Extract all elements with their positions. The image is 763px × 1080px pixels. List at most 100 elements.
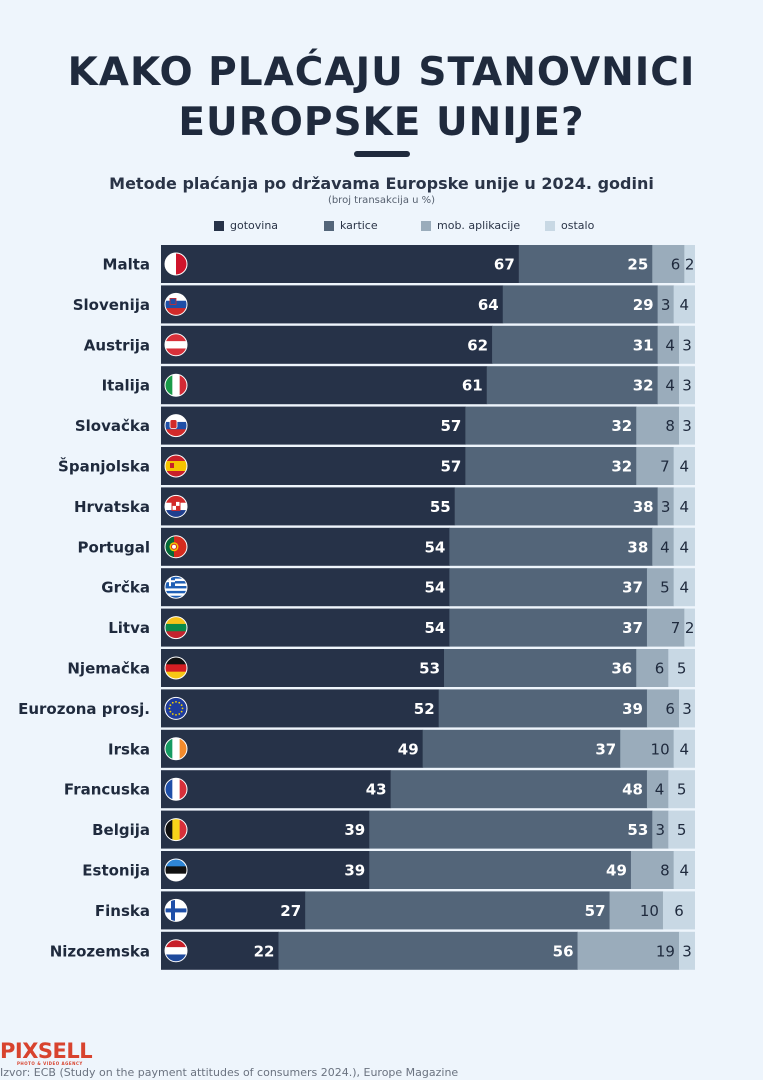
bar-segment-ostalo (673, 527, 695, 566)
legend-item-mob-aplikacije: mob. aplikacije (421, 219, 520, 232)
estonia-flag-icon-ring (164, 858, 188, 882)
bar-row-italija: Italija 61 32 4 3 (102, 366, 695, 405)
country-label: Španjolska (58, 457, 150, 476)
title-line-1: KAKO PLAĆAJU STANOVNICI (67, 50, 696, 95)
country-label: Finska (95, 902, 150, 920)
country-label: Austrija (84, 336, 150, 354)
bar-segment-mob-aplikacije (609, 891, 664, 930)
greece-flag-icon (165, 576, 187, 599)
legend-item-ostalo: ostalo (545, 219, 594, 232)
bar-row-malta: Malta 67 25 6 2 (103, 245, 695, 283)
data-label-kartice: 38 (627, 538, 648, 556)
bar-row-spanjolska: Španjolska 57 32 7 4 (58, 447, 695, 485)
bar-segment-gotovina (161, 527, 450, 566)
data-label-ostalo: 2 (685, 619, 695, 637)
data-label-ostalo: 5 (677, 660, 687, 678)
country-label: Malta (103, 256, 150, 274)
legend-swatch-mob-aplikacije (421, 220, 431, 231)
eu-flag-icon-ring (164, 696, 188, 720)
bar-segment-kartice (369, 851, 632, 889)
bar-segment-gotovina (161, 770, 392, 809)
data-label-gotovina: 49 (398, 740, 419, 758)
bar-segment-kartice (449, 608, 648, 647)
data-label-gotovina: 52 (414, 700, 435, 718)
bar-segment-gotovina (161, 487, 456, 526)
data-label-ostalo: 4 (680, 498, 690, 516)
country-label: Irska (108, 740, 150, 758)
pixsell-logo-tagline: PHOTO & VIDEO AGENCY (17, 1061, 83, 1066)
data-label-mob-aplikacije: 10 (651, 740, 670, 758)
bar-segment-kartice (444, 649, 637, 687)
title-divider (354, 151, 410, 157)
data-label-ostalo: 3 (682, 700, 692, 718)
data-label-mob-aplikacije: 4 (665, 377, 675, 395)
ireland-flag-icon-ring (164, 737, 188, 761)
bar-segment-gotovina (161, 649, 445, 687)
bar-segment-kartice (518, 245, 653, 283)
data-label-gotovina: 54 (424, 579, 445, 597)
data-label-mob-aplikacije: 3 (661, 296, 671, 314)
bar-row-hrvatska: Hrvatska 55 38 3 4 (74, 487, 695, 526)
legend-item-gotovina: gotovina (214, 219, 278, 232)
bar-row-slovacka: Slovačka 57 32 8 3 (75, 406, 695, 445)
data-label-mob-aplikacije: 19 (656, 942, 675, 960)
data-label-gotovina: 39 (344, 862, 365, 880)
bar-segment-mob-aplikacije (646, 568, 675, 607)
france-flag-icon (165, 778, 187, 801)
spain-flag-icon (165, 455, 187, 477)
data-label-ostalo: 4 (680, 458, 690, 476)
data-label-mob-aplikacije: 7 (660, 458, 670, 476)
data-label-ostalo: 3 (682, 336, 692, 354)
malta-flag-icon (165, 253, 187, 275)
bar-segment-kartice (465, 447, 637, 485)
bar-segment-kartice (454, 487, 659, 526)
data-label-mob-aplikacije: 8 (660, 862, 670, 880)
chart-subtitle: (broj transakcija u %) (327, 195, 436, 206)
bar-segment-kartice (390, 770, 648, 809)
croatia-flag-icon-ring (164, 494, 188, 518)
data-label-gotovina: 67 (494, 256, 515, 274)
slovenia-flag-icon (165, 293, 187, 316)
data-label-ostalo: 2 (685, 256, 695, 274)
data-label-ostalo: 6 (674, 902, 684, 920)
bar-segment-ostalo (678, 325, 695, 364)
data-label-mob-aplikacije: 4 (660, 538, 670, 556)
croatia-flag-icon (165, 495, 187, 518)
bar-segment-gotovina (161, 406, 466, 445)
portugal-flag-icon (165, 535, 187, 558)
netherlands-flag-icon (165, 939, 187, 962)
data-label-kartice: 32 (611, 458, 632, 476)
estonia-flag-icon (165, 859, 187, 881)
data-label-mob-aplikacije: 4 (665, 336, 675, 354)
bar-row-finska: Finska 27 57 10 6 (95, 891, 695, 930)
bar-segment-mob-aplikacije (646, 689, 680, 728)
bar-segment-ostalo (673, 851, 695, 889)
legend-label-mob-aplikacije: mob. aplikacije (437, 219, 521, 232)
country-label: Slovenija (73, 296, 150, 314)
data-label-ostalo: 4 (680, 862, 690, 880)
lithuania-flag-icon-ring (164, 616, 188, 640)
data-label-ostalo: 4 (680, 740, 690, 758)
bar-segment-mob-aplikacije (646, 770, 669, 809)
data-label-gotovina: 57 (441, 417, 462, 435)
bar-segment-mob-aplikacije (577, 931, 680, 970)
bar-segment-kartice (369, 810, 653, 849)
bar-row-estonija: Estonija 39 49 8 4 (82, 851, 695, 889)
country-label: Portugal (77, 538, 150, 556)
data-label-mob-aplikacije: 10 (640, 902, 659, 920)
data-label-gotovina: 39 (344, 821, 365, 839)
page-title: KAKO PLAĆAJU STANOVNICI EUROPSKE UNIJE? (0, 48, 763, 148)
data-label-gotovina: 27 (280, 902, 301, 920)
data-label-ostalo: 4 (680, 296, 690, 314)
data-label-gotovina: 54 (424, 619, 445, 637)
bar-segment-gotovina (161, 568, 450, 607)
legend-swatch-ostalo (545, 220, 555, 231)
country-label: Grčka (101, 579, 150, 597)
bar-segment-kartice (449, 527, 653, 566)
bar-segment-mob-aplikacije (652, 810, 669, 849)
data-label-gotovina: 61 (462, 377, 483, 395)
data-label-kartice: 39 (622, 700, 643, 718)
bar-segment-kartice (465, 406, 637, 445)
data-label-mob-aplikacije: 4 (655, 781, 665, 799)
